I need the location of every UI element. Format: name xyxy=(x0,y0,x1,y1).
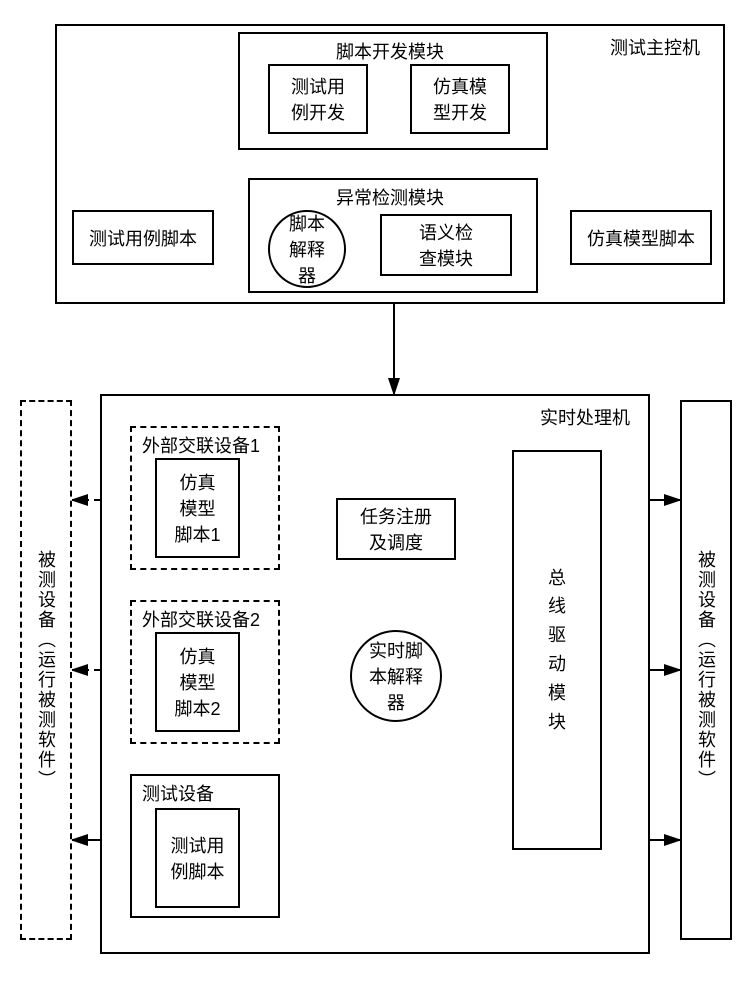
script-dev-title: 脚本开发模块 xyxy=(336,38,444,64)
testcase-script-box: 测试用例脚本 xyxy=(155,808,240,908)
ext-device-1-title: 外部交联设备1 xyxy=(142,432,260,458)
dut-right: 被测设备（运行被测软件） xyxy=(680,400,732,940)
sim-script-2-box: 仿真模型脚本2 xyxy=(155,632,240,732)
task-reg-box: 任务注册及调度 xyxy=(336,498,456,560)
rt-interpreter-circle: 实时脚本解释器 xyxy=(350,630,442,722)
test-script-box: 测试用例脚本 xyxy=(72,210,214,265)
sim-script-box: 仿真模型脚本 xyxy=(570,210,712,265)
sim-script-1-box: 仿真模型脚本1 xyxy=(155,458,240,558)
dut-left: 被测设备（运行被测软件） xyxy=(20,400,72,940)
bus-driver-box: 总线驱动模块 xyxy=(512,450,602,850)
anomaly-title: 异常检测模块 xyxy=(336,184,444,210)
test-device-title: 测试设备 xyxy=(142,780,214,806)
dut-right-label: 被测设备（运行被测软件） xyxy=(693,550,719,790)
semantic-check-box: 语义检查模块 xyxy=(380,214,512,276)
sim-dev-box: 仿真模型开发 xyxy=(410,64,510,134)
top-panel-title: 测试主控机 xyxy=(610,34,700,60)
testcase-dev-box: 测试用例开发 xyxy=(268,64,368,134)
dut-left-label: 被测设备（运行被测软件） xyxy=(33,550,59,790)
script-interpreter-circle: 脚本解释器 xyxy=(268,210,346,288)
ext-device-2-title: 外部交联设备2 xyxy=(142,606,260,632)
rt-panel-title: 实时处理机 xyxy=(540,404,630,430)
